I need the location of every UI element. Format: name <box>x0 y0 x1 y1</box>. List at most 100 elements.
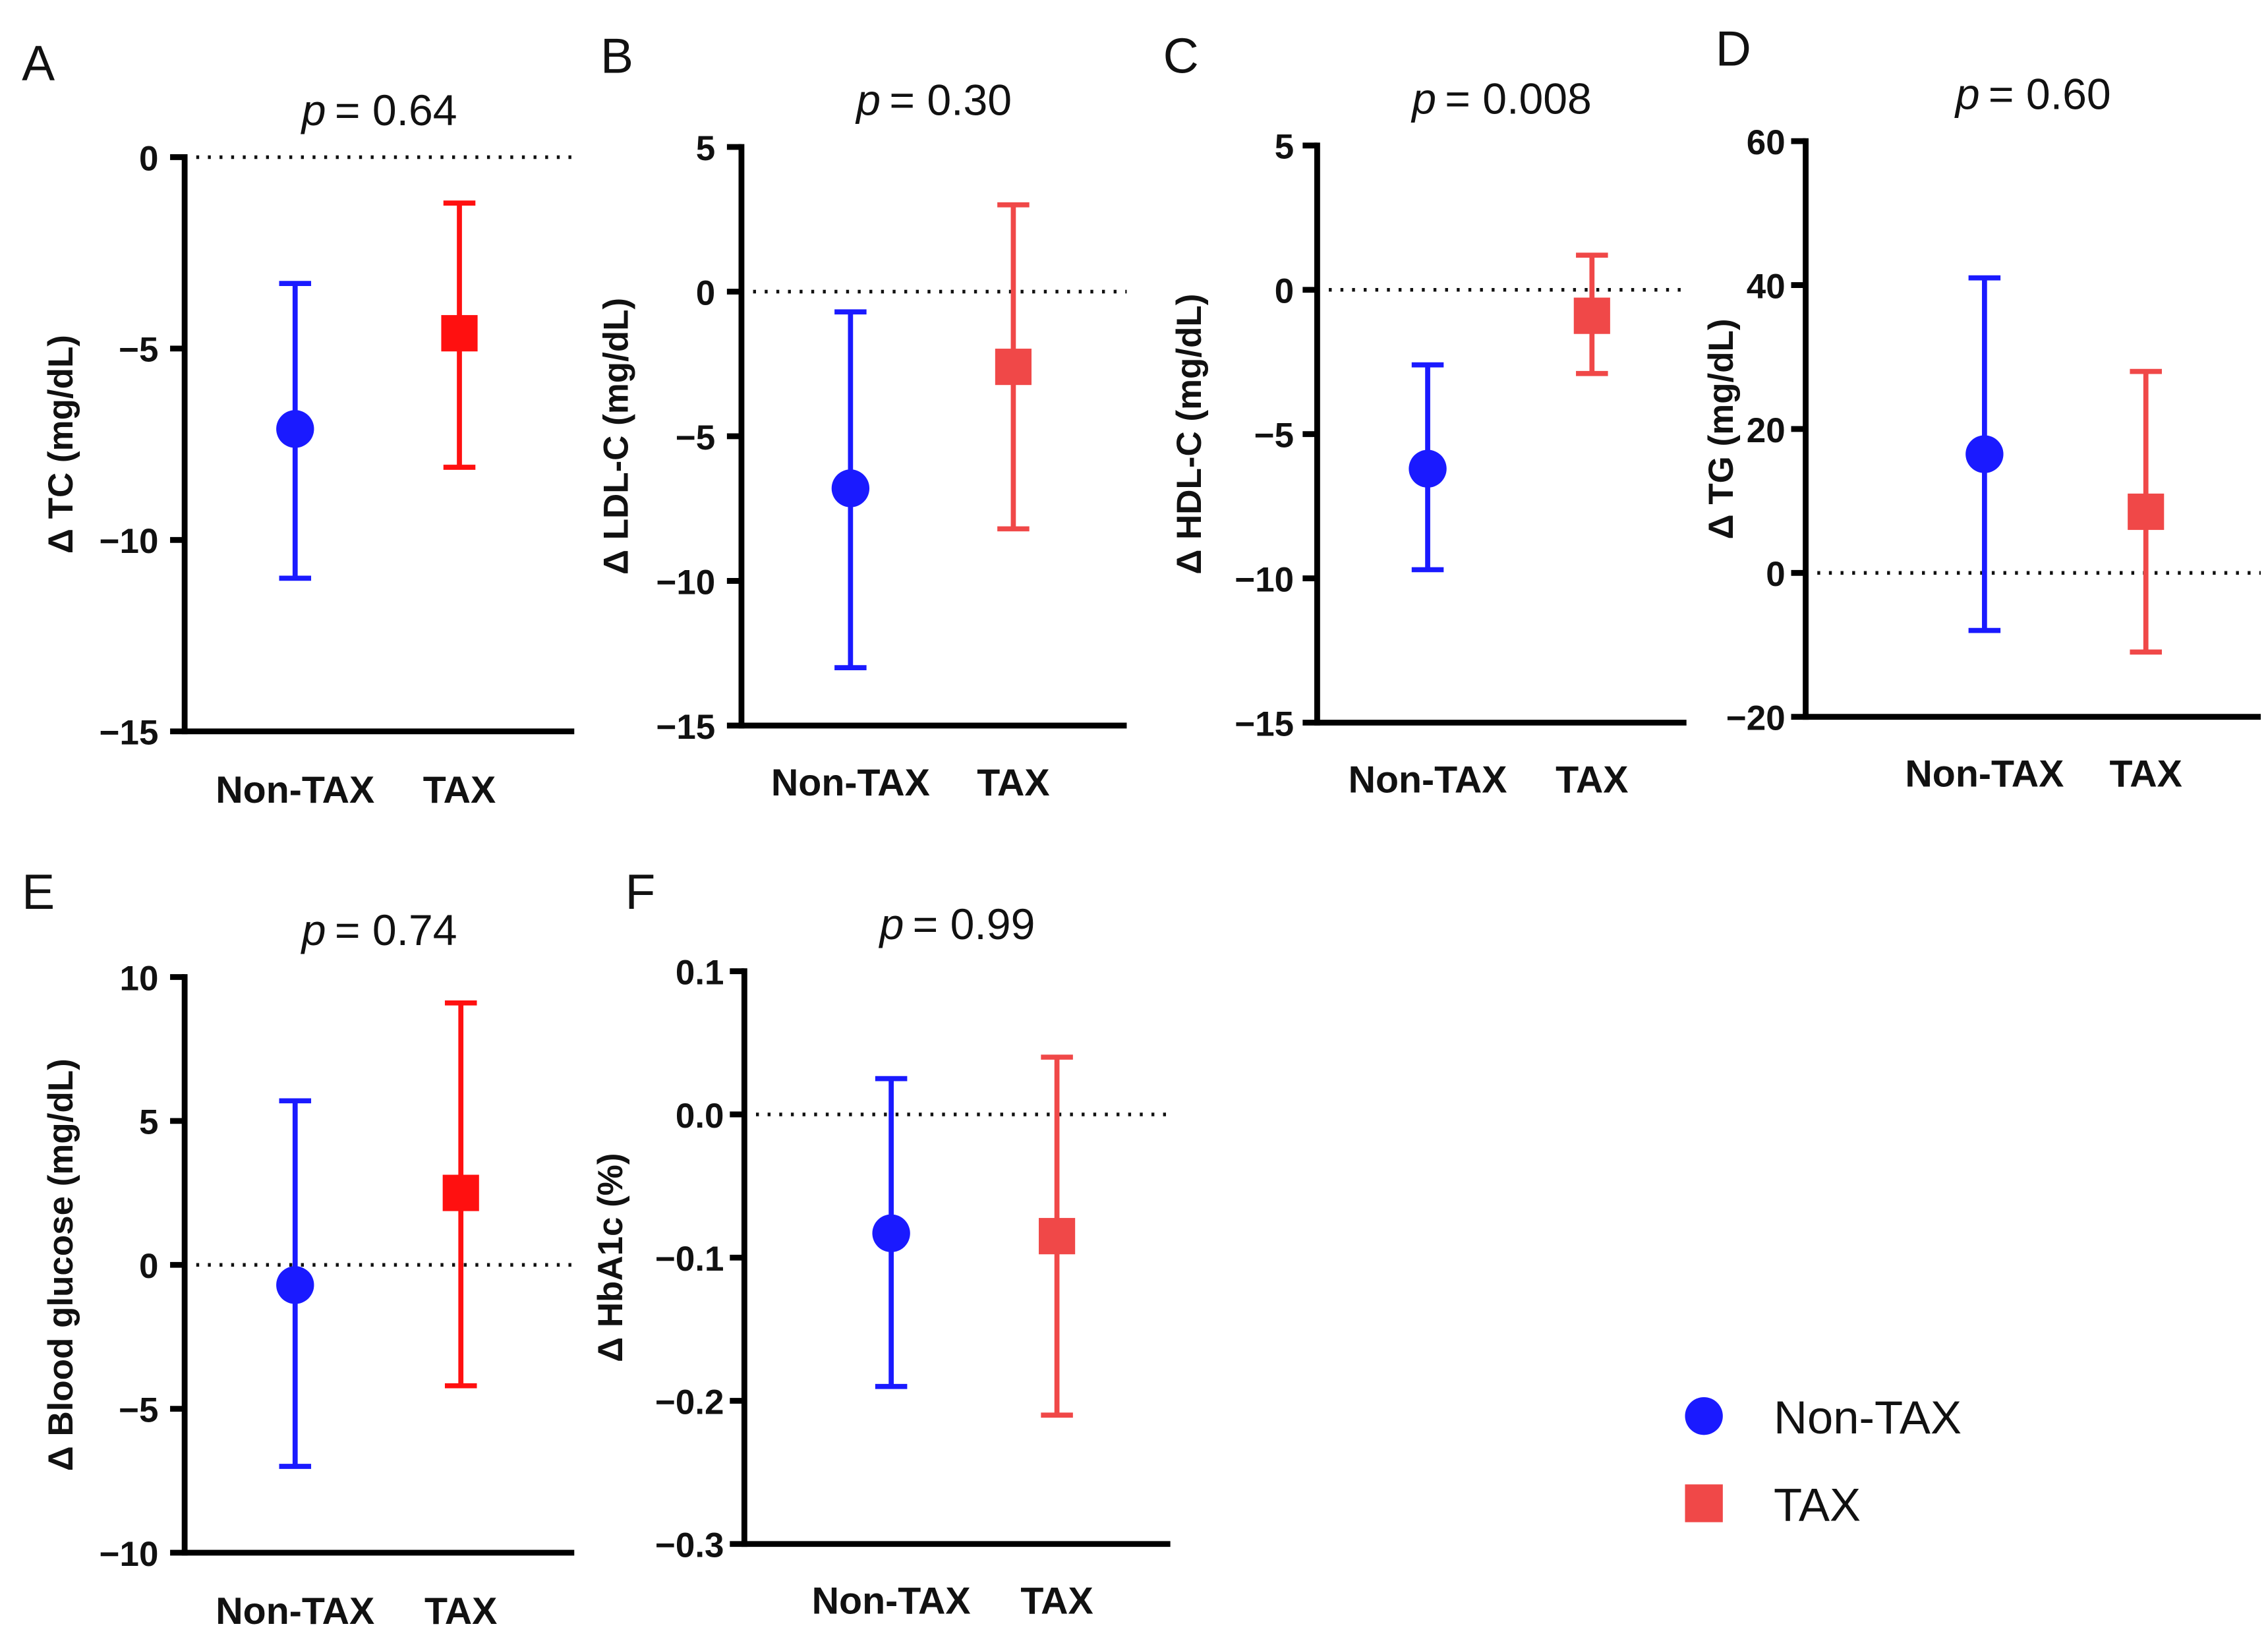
p-value-title: p = 0.74 <box>301 906 457 955</box>
y-tick-label: 40 <box>1747 267 1786 306</box>
x-tick-label: TAX <box>2109 753 2182 795</box>
x-tick-label: TAX <box>423 769 496 811</box>
p-label: p <box>301 86 326 135</box>
series-tax <box>2128 368 2165 655</box>
x-tick-label: Non-TAX <box>1349 759 1507 801</box>
y-tick-label: −5 <box>119 1391 158 1429</box>
panel-a: Ap = 0.64 0 −5 −10 −15 Δ TC (mg/dL) Non-TAX TAX <box>22 36 575 811</box>
y-axis-label: Δ HbA1c (%) <box>591 1153 630 1362</box>
y-tick-label: 60 <box>1747 123 1786 162</box>
p-label: p <box>1410 74 1436 123</box>
y-tick-label: 0 <box>1766 555 1785 594</box>
y-tick-label: 5 <box>1275 128 1294 167</box>
series-non-tax <box>276 281 314 581</box>
x-tick-label: Non-TAX <box>812 1580 971 1623</box>
series-non-tax <box>1409 362 1447 573</box>
y-tick-label: 0 <box>139 1247 158 1286</box>
panel-letter: B <box>600 28 633 84</box>
panel-c: Cp = 0.008 5 0 −5 −10 −15 Δ HDL-C (mg/dL) Non-TA… <box>1163 28 1687 801</box>
mean-point <box>831 469 870 507</box>
mean-point <box>442 1174 479 1211</box>
series-non-tax <box>276 1098 314 1469</box>
p-label: p <box>855 76 881 125</box>
y-tick-label: −5 <box>676 418 715 457</box>
y-axis-label: Δ LDL-C (mg/dL) <box>597 298 636 575</box>
panel-letter: D <box>1716 21 1751 76</box>
x-tick-label: Non-TAX <box>216 1590 374 1632</box>
mean-point <box>1965 435 2004 473</box>
legend-marker-tax <box>1685 1484 1723 1522</box>
y-tick-label: −0.2 <box>655 1383 724 1422</box>
y-axis-label: Δ TC (mg/dL) <box>42 335 80 554</box>
series-tax <box>441 200 478 470</box>
y-tick-label: 0 <box>696 274 715 312</box>
panel-e: Ep = 0.74 10 5 0 −5 −10 Δ Blood glucose (mg/dL)… <box>22 864 575 1632</box>
p-label: p <box>1954 71 1980 119</box>
p-label: p <box>301 906 326 955</box>
legend-label-non-tax: Non-TAX <box>1774 1391 1962 1443</box>
x-tick-label: TAX <box>424 1590 497 1632</box>
panel-letter: A <box>22 36 55 91</box>
p-value: = 0.99 <box>913 900 1035 949</box>
panel-letter: C <box>1163 28 1199 84</box>
series-tax <box>1039 1054 1076 1418</box>
y-tick-label: −0.3 <box>655 1526 724 1565</box>
series-non-tax <box>872 1076 910 1389</box>
mean-point <box>2128 493 2165 531</box>
y-tick-label: −10 <box>656 563 715 602</box>
panel-letter: E <box>22 864 55 919</box>
p-value-title: p = 0.60 <box>1954 71 2111 119</box>
x-tick-label: Non-TAX <box>1905 753 2064 795</box>
panel-b: Bp = 0.30 5 0 −5 −10 −15 Δ LDL-C (mg/dL) Non-TAX… <box>597 28 1127 804</box>
mean-point <box>872 1214 910 1252</box>
mean-point <box>276 410 314 448</box>
mean-point <box>1039 1218 1076 1255</box>
series-non-tax <box>1965 275 2004 633</box>
y-tick-label: 0 <box>139 139 158 178</box>
y-tick-label: 0.1 <box>676 954 724 993</box>
y-axis-label: Δ Blood glucose (mg/dL) <box>42 1058 80 1471</box>
series-tax <box>995 202 1032 532</box>
p-value: = 0.008 <box>1445 74 1592 123</box>
y-tick-label: −0.1 <box>655 1240 724 1279</box>
y-tick-label: −15 <box>100 714 159 753</box>
y-tick-label: 20 <box>1747 411 1786 450</box>
y-tick-label: 10 <box>120 959 159 998</box>
x-tick-label: Non-TAX <box>771 762 930 804</box>
y-tick-label: −15 <box>1235 705 1294 743</box>
mean-point <box>1409 449 1447 488</box>
p-value-title: p = 0.30 <box>855 76 1012 125</box>
y-tick-label: −10 <box>1235 560 1294 599</box>
p-value: = 0.60 <box>1989 71 2111 119</box>
p-value-title: p = 0.008 <box>1410 74 1592 123</box>
series-non-tax <box>831 309 870 670</box>
p-label: p <box>879 900 904 949</box>
x-tick-label: TAX <box>1556 759 1628 801</box>
x-tick-label: TAX <box>977 762 1049 804</box>
y-tick-label: −15 <box>656 708 715 747</box>
mean-point <box>1573 297 1610 334</box>
y-axis-label: Δ HDL-C (mg/dL) <box>1170 294 1209 575</box>
x-tick-label: TAX <box>1020 1580 1093 1623</box>
legend-label-tax: TAX <box>1774 1478 1861 1530</box>
panel-f: Fp = 0.99 0.1 0.0 −0.1 −0.2 −0.3 Δ HbA1c (%) Non… <box>591 864 1171 1623</box>
y-axis-label: Δ TG (mg/dL) <box>1702 318 1741 539</box>
mean-point <box>276 1266 314 1304</box>
legend: Non-TAX TAX <box>1685 1391 1962 1530</box>
p-value: = 0.74 <box>335 906 457 955</box>
p-value-title: p = 0.99 <box>879 900 1035 949</box>
y-tick-label: −10 <box>100 1535 159 1574</box>
p-value: = 0.30 <box>889 76 1012 125</box>
series-tax <box>1573 252 1610 376</box>
y-tick-label: 0 <box>1275 272 1294 311</box>
p-value-title: p = 0.64 <box>301 86 457 135</box>
series-tax <box>442 1000 479 1389</box>
y-tick-label: 5 <box>696 129 715 168</box>
y-tick-label: −10 <box>100 522 159 561</box>
y-tick-label: −5 <box>1254 417 1294 455</box>
panel-letter: F <box>625 864 655 919</box>
y-tick-label: −5 <box>119 331 158 370</box>
y-tick-label: −20 <box>1726 699 1786 738</box>
x-tick-label: Non-TAX <box>216 769 374 811</box>
